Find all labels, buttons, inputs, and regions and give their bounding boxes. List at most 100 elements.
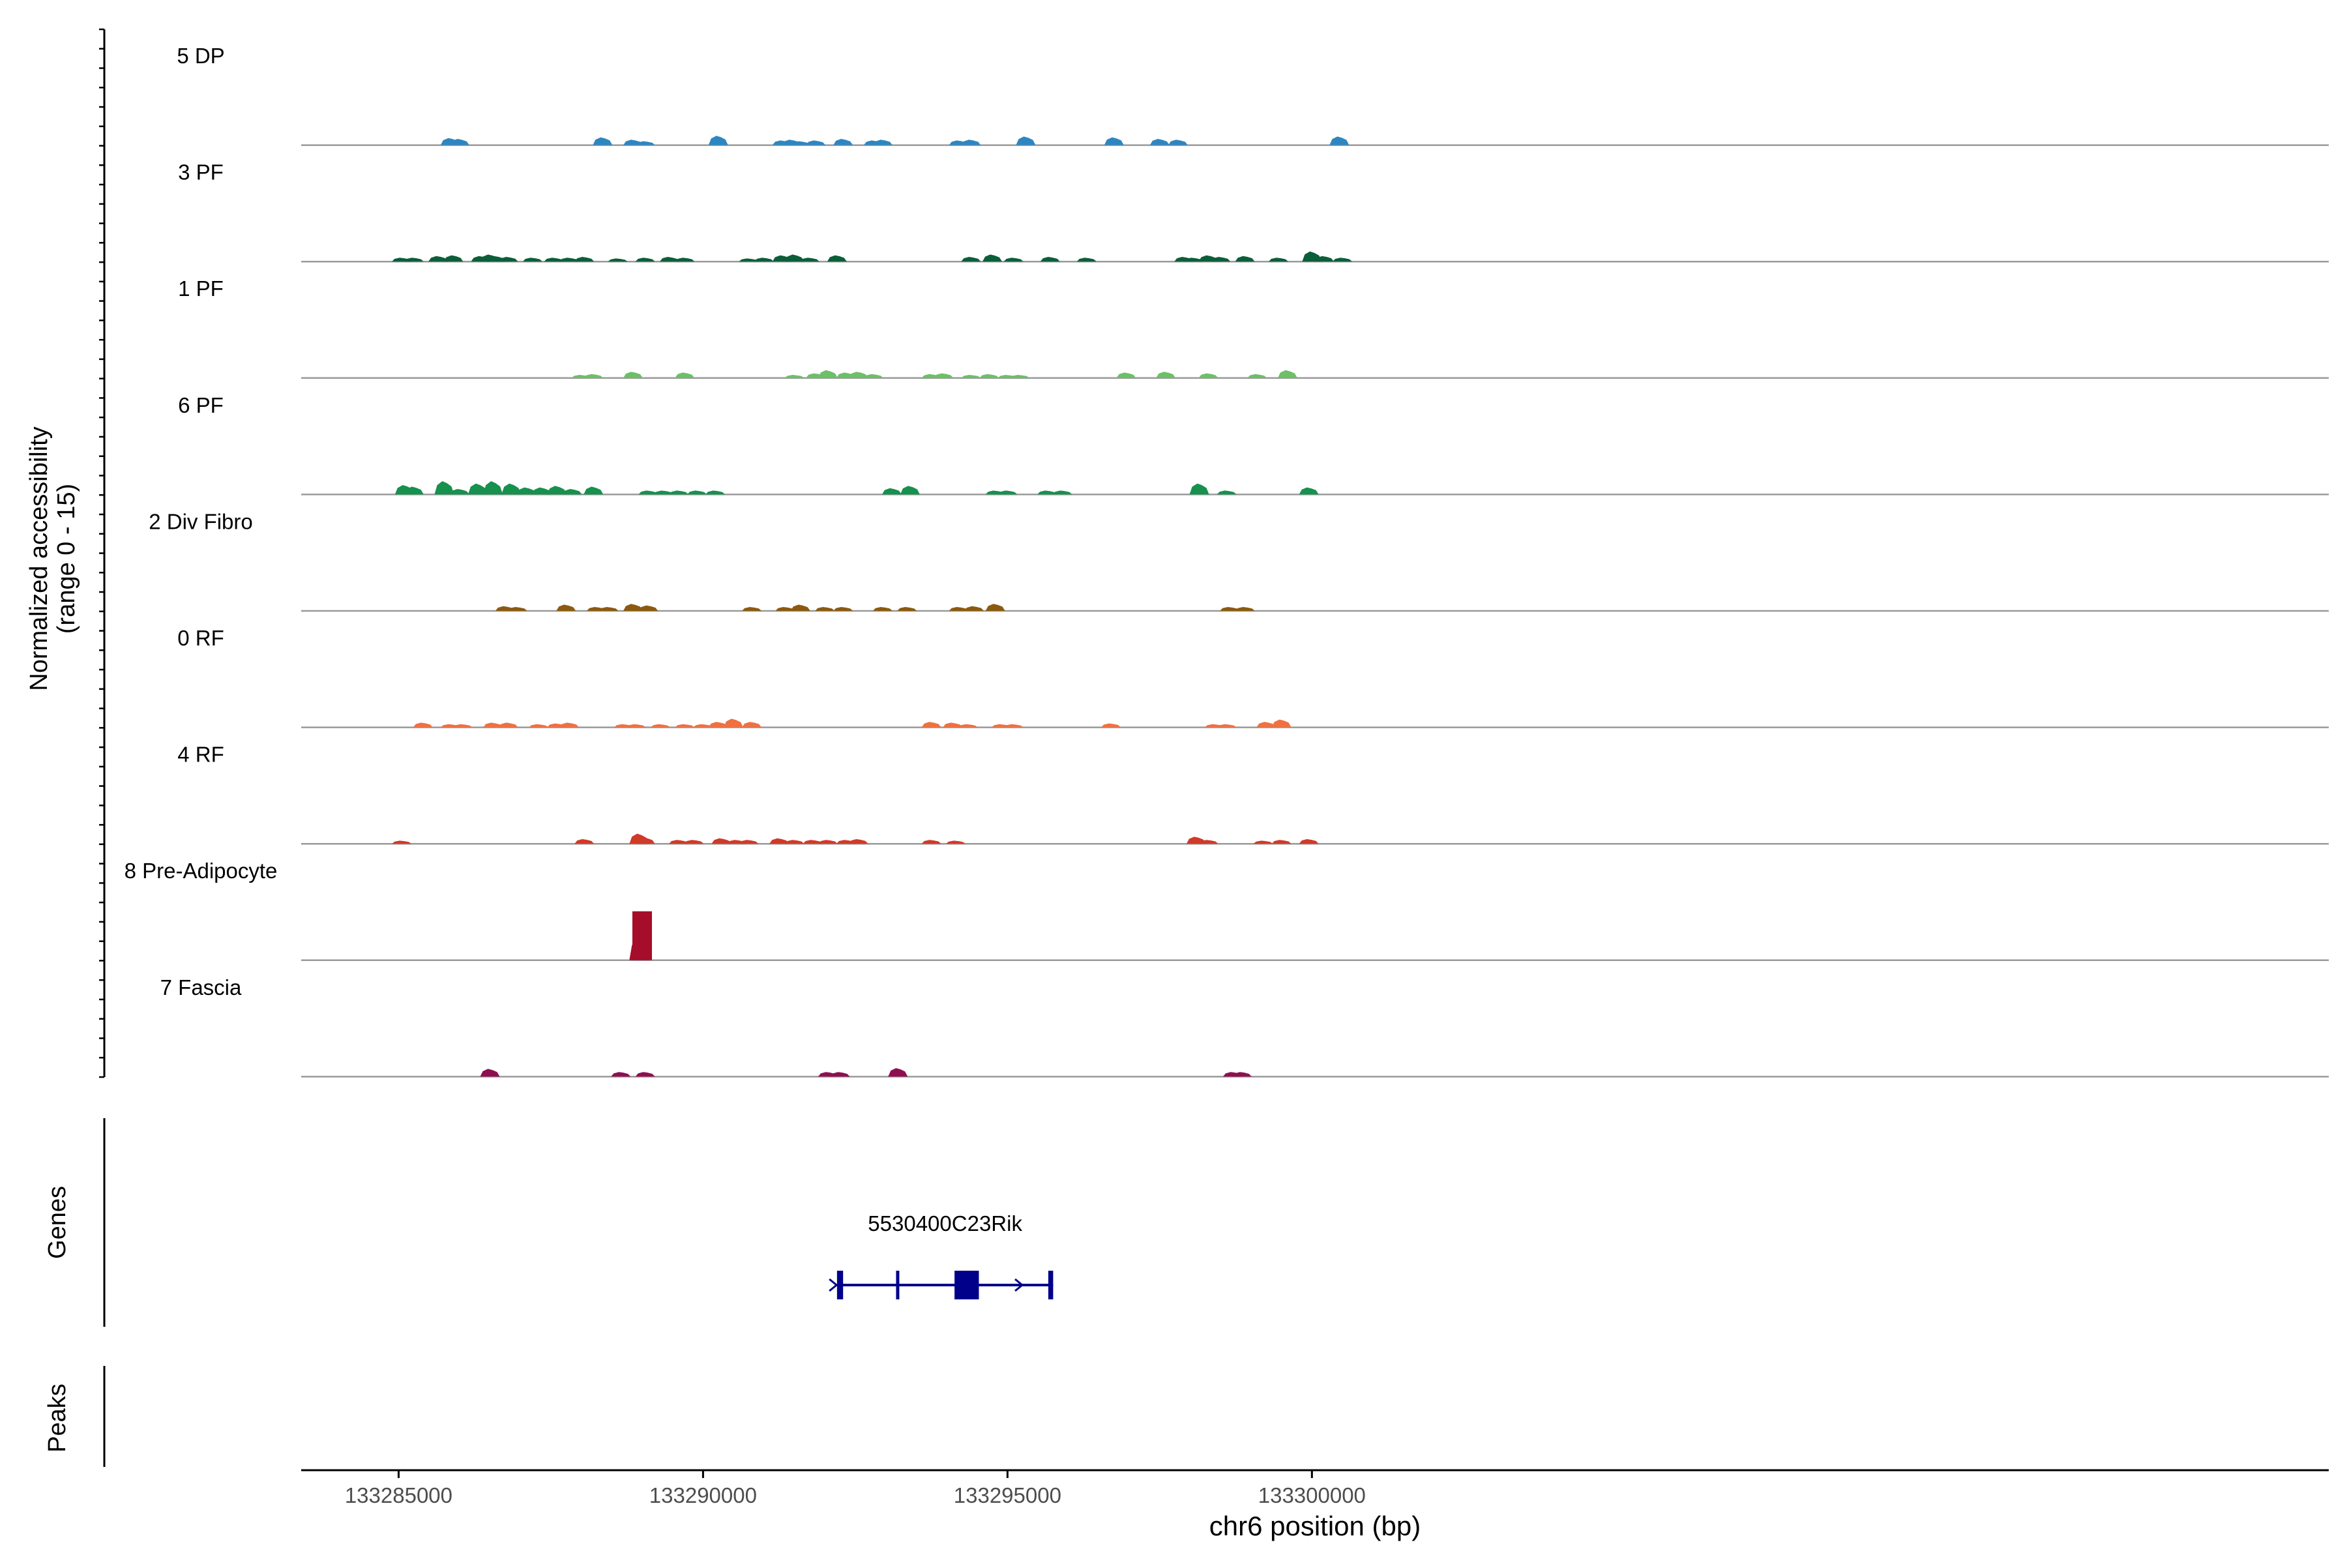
coverage-peak bbox=[483, 722, 503, 728]
coverage-peak bbox=[943, 722, 963, 728]
coverage-peak bbox=[1256, 722, 1277, 728]
y-axis-title-line1: Normalized accessibility bbox=[25, 426, 53, 690]
gene-exon bbox=[1048, 1271, 1054, 1299]
coverage-peak bbox=[449, 139, 469, 145]
coverage-peak bbox=[708, 136, 728, 145]
coverage-peak bbox=[827, 255, 847, 262]
x-tick-label: 133300000 bbox=[1258, 1483, 1366, 1507]
coverage-peak bbox=[790, 141, 810, 145]
coverage-peak bbox=[1217, 490, 1237, 495]
coverage-peak bbox=[775, 607, 795, 611]
coverage-peak bbox=[574, 257, 595, 262]
coverage-peak bbox=[784, 840, 804, 844]
coverage-peak bbox=[1016, 136, 1036, 145]
coverage-peak bbox=[1183, 258, 1203, 262]
coverage-y-axis bbox=[99, 28, 106, 1078]
coverage-peak bbox=[769, 838, 790, 844]
coverage-peak bbox=[1040, 257, 1060, 262]
coverage-peak bbox=[982, 254, 1003, 262]
coverage-peak bbox=[985, 604, 1005, 611]
coverage-peak bbox=[1217, 724, 1237, 728]
coverage-peak bbox=[1271, 719, 1292, 728]
coverage-peak bbox=[934, 373, 954, 378]
coverage-peak bbox=[945, 840, 966, 844]
coverage-peak bbox=[434, 481, 454, 495]
coverage-peak bbox=[1220, 607, 1240, 611]
coverage-peak bbox=[833, 139, 853, 145]
coverage-peak bbox=[1149, 139, 1170, 145]
coverage-peak bbox=[544, 258, 564, 262]
coverage-peak bbox=[611, 1072, 631, 1077]
coverage-peak bbox=[623, 604, 643, 611]
track-label: 8 Pre-Adipocyte bbox=[125, 859, 278, 883]
coverage-peak bbox=[1156, 372, 1176, 378]
coverage-peak bbox=[413, 722, 433, 728]
coverage-peak bbox=[897, 607, 917, 611]
coverage-peak bbox=[1189, 483, 1209, 495]
coverage-peak bbox=[881, 488, 902, 495]
coverage-peak bbox=[1235, 607, 1255, 611]
coverage-peak bbox=[638, 605, 658, 611]
coverage-peak bbox=[547, 486, 567, 495]
coverage-peak bbox=[872, 140, 893, 145]
coverage-peak bbox=[848, 372, 868, 378]
coverage-peak bbox=[1003, 724, 1024, 728]
coverage-peak bbox=[1247, 374, 1267, 378]
coverage-peak bbox=[675, 372, 695, 378]
x-tick-label: 133290000 bbox=[649, 1483, 757, 1507]
coverage-peak bbox=[687, 490, 707, 495]
coverage-peak bbox=[742, 722, 762, 728]
coverage-peak bbox=[790, 604, 810, 611]
coverage-peak bbox=[480, 1069, 500, 1077]
x-axis: 133285000 133290000 133295000 133300000 bbox=[345, 1470, 1366, 1507]
coverage-peak bbox=[404, 258, 424, 262]
coverage-peak bbox=[1277, 370, 1297, 378]
coverage-peak bbox=[815, 607, 835, 611]
coverage-peak bbox=[921, 840, 941, 844]
coverage-peak bbox=[632, 911, 653, 960]
coverage-peak bbox=[516, 487, 537, 495]
coverage-peak bbox=[1104, 137, 1124, 145]
coverage-tracks: 5 DP 3 PF 1 PF 6 PF 2 Div Fibro 0 RF 4 RF 8 Pre… bbox=[125, 44, 2329, 1078]
track-2-div-fibro: 2 Div Fibro bbox=[149, 509, 2329, 612]
coverage-peak bbox=[830, 1072, 850, 1077]
coverage-peak bbox=[598, 607, 619, 611]
peaks-track-label: Peaks bbox=[44, 1383, 71, 1453]
coverage-peak bbox=[711, 838, 731, 844]
coverage-peak bbox=[531, 487, 552, 495]
coverage-peak bbox=[635, 1072, 655, 1077]
coverage-peak bbox=[1235, 256, 1255, 262]
coverage-peak bbox=[848, 839, 868, 844]
coverage-peak bbox=[997, 490, 1018, 495]
coverage-peak bbox=[675, 258, 695, 262]
coverage-peak bbox=[1299, 839, 1319, 844]
coverage-peak bbox=[653, 490, 673, 495]
coverage-peak bbox=[623, 372, 643, 378]
coverage-peak bbox=[593, 137, 613, 145]
gene-exon bbox=[896, 1271, 900, 1299]
track-label: 7 Fascia bbox=[160, 975, 242, 999]
x-axis-title: chr6 position (bp) bbox=[1209, 1511, 1421, 1541]
coverage-peak bbox=[961, 140, 981, 145]
coverage-peak bbox=[574, 839, 595, 844]
coverage-peak bbox=[806, 140, 826, 145]
coverage-peak bbox=[1198, 840, 1218, 844]
coverage-peak bbox=[739, 840, 759, 844]
coverage-peak bbox=[799, 258, 819, 262]
coverage-peak bbox=[467, 483, 488, 495]
x-tick-label: 133285000 bbox=[345, 1483, 452, 1507]
coverage-peak bbox=[675, 724, 695, 728]
coverage-peak bbox=[483, 481, 503, 495]
coverage-peak bbox=[608, 258, 628, 262]
coverage-peak bbox=[818, 370, 838, 378]
coverage-peak bbox=[669, 840, 689, 844]
coverage-peak bbox=[803, 840, 823, 844]
coverage-peak bbox=[651, 724, 671, 728]
coverage-peak bbox=[863, 374, 883, 378]
coverage-peak bbox=[501, 483, 522, 495]
coverage-peak bbox=[833, 607, 853, 611]
coverage-peak bbox=[1329, 136, 1350, 145]
coverage-peak bbox=[562, 489, 582, 495]
coverage-peak bbox=[1232, 1072, 1252, 1077]
